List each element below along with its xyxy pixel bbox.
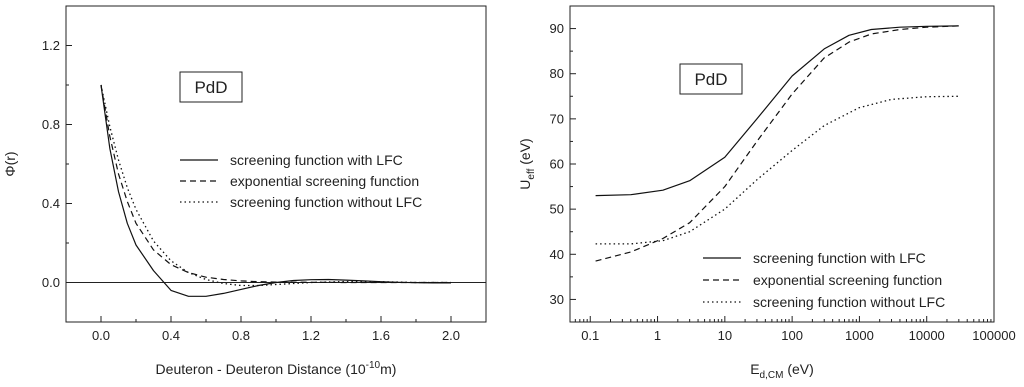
x-tick-label: 0.4 [162, 328, 180, 343]
series-layer [595, 25, 959, 262]
y-tick-label: 90 [550, 21, 564, 36]
x-tick-label: 0.8 [232, 328, 250, 343]
y-ticks: 30 40 50 60 70 80 90 [550, 21, 576, 307]
x-tick-label: 100 [781, 328, 803, 343]
y-tick-label: 30 [550, 292, 564, 307]
series-line-2 [595, 25, 959, 262]
annotation-text: PdD [694, 70, 727, 89]
annotation-frame [679, 63, 743, 95]
legend-label: screening function without LFC [230, 194, 422, 210]
x-label-main: E [750, 361, 759, 377]
y-tick-label: 60 [550, 157, 564, 172]
x-tick-label: 1.2 [302, 328, 320, 343]
x-tick-label: 100000 [972, 328, 1015, 343]
x-tick-label: 0.0 [92, 328, 110, 343]
annotation-frame [179, 71, 243, 103]
x-axis-label: Deuteron - Deuteron Distance (10-10m) [156, 360, 397, 377]
series-line-3 [595, 95, 959, 245]
y-tick-label: 0.4 [42, 196, 60, 211]
y-tick-label: 50 [550, 202, 564, 217]
y-label-tail: (eV) [517, 138, 533, 168]
x-tick-label: 2.0 [442, 328, 460, 343]
y-axis-label: Ueff (eV) [517, 138, 537, 189]
series-line-1 [595, 25, 959, 197]
legend-label: screening function with LFC [753, 250, 926, 266]
x-tick-label: 1 [654, 328, 661, 343]
y-label-sub: eff [526, 168, 537, 179]
annotation-box: PdD [179, 71, 243, 103]
x-label-main: Deuteron - Deuteron Distance (10 [156, 361, 366, 377]
y-tick-label: 80 [550, 66, 564, 81]
x-tick-label: 10 [718, 328, 732, 343]
legend-label: screening function with LFC [230, 152, 403, 168]
series-line-2 [100, 84, 451, 284]
y-tick-label: 0.0 [42, 275, 60, 290]
x-tick-label: 10000 [909, 328, 945, 343]
x-tick-label: 1.6 [372, 328, 390, 343]
x-tick-label: 1000 [845, 328, 874, 343]
annotation-box: PdD [679, 63, 743, 95]
x-label-tail: m) [380, 361, 396, 377]
legend-label: exponential screening function [753, 272, 942, 288]
y-tick-label: 40 [550, 247, 564, 262]
series-line-3 [100, 84, 451, 287]
x-label-sup: -10 [366, 360, 381, 371]
legend: screening function with LFC exponential s… [180, 152, 422, 210]
y-axis-label: Φ(r) [2, 151, 18, 176]
x-ticks: 0.0 0.4 0.8 1.2 1.6 2.0 [92, 316, 460, 343]
y-label-main: U [517, 180, 533, 190]
y-ticks: 0.0 0.4 0.8 1.2 [42, 38, 72, 290]
y-tick-label: 1.2 [42, 38, 60, 53]
y-tick-label: 0.8 [42, 117, 60, 132]
legend: screening function with LFC exponential s… [703, 250, 945, 310]
x-axis-label: Ed,CM (eV) [750, 361, 814, 381]
series-layer [66, 84, 486, 297]
x-tick-label: 0.1 [581, 328, 599, 343]
legend-label: exponential screening function [230, 173, 419, 189]
left-chart: 0.0 0.4 0.8 1.2 1.6 2.0 0.0 0.4 0.8 1.2 PdD scre… [2, 5, 487, 377]
y-tick-label: 70 [550, 111, 564, 126]
legend-label: screening function without LFC [753, 294, 945, 310]
x-label-tail: (eV) [783, 361, 813, 377]
x-ticks: 0.1 1 10 100 1000 10000 100000 [574, 316, 1016, 343]
right-chart: 0.1 1 10 100 1000 10000 100000 30405060708090 … [517, 5, 1016, 381]
annotation-text: PdD [194, 78, 227, 97]
x-label-sub: d,CM [760, 370, 784, 381]
series-line-1 [100, 84, 451, 297]
